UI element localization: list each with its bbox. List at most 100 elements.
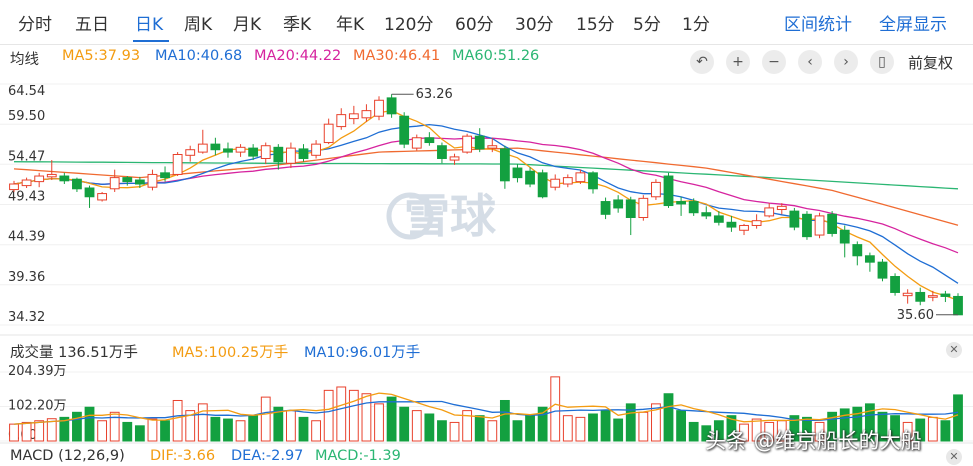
volume-bar: [286, 410, 296, 442]
volume-bar: [902, 421, 913, 442]
volume-bar: [386, 396, 397, 442]
candle-body: [512, 167, 523, 179]
volume-bar: [613, 418, 624, 442]
volume-bar: [248, 415, 259, 442]
battery-icon[interactable]: ▯: [870, 50, 894, 74]
candle-body: [424, 137, 435, 144]
close-volume-icon[interactable]: ✕: [946, 342, 962, 358]
candle-body: [575, 172, 586, 183]
ma-legend-label: 均线: [10, 52, 39, 68]
volume-bar: [84, 406, 95, 442]
tab-5[interactable]: 季K: [283, 15, 312, 35]
tab-6[interactable]: 年K: [336, 15, 365, 35]
volume-bar: [210, 416, 221, 442]
volume-bar: [97, 420, 108, 442]
tab-9[interactable]: 30分: [515, 15, 554, 35]
credit-watermark: 头条 @维京船长的大船: [705, 429, 922, 453]
fullscreen-button[interactable]: 全屏显示: [879, 15, 947, 35]
candle-body: [411, 137, 422, 149]
candle-body: [588, 172, 598, 190]
price-tick-label: 59.50: [8, 109, 45, 124]
scroll-right-icon[interactable]: ›: [834, 50, 858, 74]
candle-body: [499, 148, 510, 182]
volume-bar: [109, 411, 120, 442]
tab-12[interactable]: 1分: [682, 15, 710, 35]
candle-body: [902, 292, 913, 297]
volume-bar: [525, 415, 535, 442]
price-tick-label: 54.47: [8, 149, 45, 164]
candle-body: [46, 173, 57, 178]
interval-stats-button[interactable]: 区间统计: [784, 15, 852, 35]
candle-body: [361, 110, 372, 119]
volume-bar: [437, 420, 447, 442]
volume-bar: [688, 421, 699, 442]
volume-bar: [160, 420, 170, 442]
tab-10[interactable]: 15分: [576, 15, 615, 35]
volume-bar: [864, 403, 875, 442]
volume-tick-label: 102.20万: [8, 399, 67, 414]
candle-body: [336, 114, 347, 128]
candle-body: [940, 293, 951, 297]
volume-bar: [713, 420, 724, 442]
candle-body: [537, 172, 548, 198]
volume-bar: [890, 415, 900, 442]
volume-bar: [625, 403, 636, 442]
candle-body: [613, 199, 624, 209]
volume-bar: [663, 393, 674, 442]
volume-bar: [311, 420, 321, 442]
volume-bar: [701, 425, 712, 442]
candle-body: [185, 149, 196, 156]
candle-body: [713, 215, 724, 223]
candle-body: [764, 207, 775, 217]
tab-2[interactable]: 日K: [135, 15, 164, 35]
volume-bar: [827, 411, 838, 442]
tab-8[interactable]: 60分: [455, 15, 494, 35]
candle-body: [638, 197, 649, 218]
candle-body: [625, 199, 636, 218]
tab-1[interactable]: 五日: [75, 15, 109, 35]
candle-body: [72, 178, 82, 190]
macd-value: MACD:-1.39: [315, 448, 401, 464]
volume-bar: [927, 416, 938, 442]
candle-body: [122, 177, 133, 183]
tab-4[interactable]: 月K: [233, 15, 262, 35]
volume-bar: [676, 410, 686, 442]
volume-bar: [638, 411, 649, 442]
ma10-value: MA10:40.68: [155, 48, 243, 64]
volume-bar: [839, 408, 850, 442]
volume-bar: [59, 416, 70, 442]
adjust-mode-button[interactable]: 前复权: [908, 54, 954, 72]
max-price-label: 63.26: [416, 87, 453, 102]
candle-body: [550, 178, 561, 188]
candle-body: [286, 147, 296, 164]
candle-body: [311, 143, 321, 156]
candle-body: [210, 143, 221, 151]
volume-bar: [726, 415, 737, 442]
undo-icon[interactable]: ↶: [690, 50, 714, 74]
candle-body: [462, 135, 473, 153]
candle-body: [726, 221, 737, 228]
volume-bar: [739, 423, 749, 442]
volume-bar: [852, 406, 863, 442]
tab-3[interactable]: 周K: [184, 15, 213, 35]
volume-bar: [21, 421, 32, 442]
price-tick-label: 44.39: [8, 230, 45, 245]
zoom-out-icon[interactable]: −: [762, 50, 786, 74]
volume-bar: [273, 406, 284, 442]
candle-body: [298, 148, 309, 159]
volume-bar: [411, 410, 422, 442]
tab-11[interactable]: 5分: [633, 15, 661, 35]
zoom-in-icon[interactable]: +: [726, 50, 750, 74]
candle-body: [109, 177, 120, 190]
candle-body: [323, 123, 334, 144]
volume-label: 成交量 136.51万手: [10, 345, 138, 361]
candle-body: [474, 135, 485, 150]
scroll-left-icon[interactable]: ‹: [798, 50, 822, 74]
close-macd-icon[interactable]: ✕: [946, 449, 962, 465]
tab-0[interactable]: 分时: [18, 15, 52, 35]
tab-7[interactable]: 120分: [384, 15, 434, 35]
macd-label: MACD (12,26,9): [10, 448, 125, 464]
watermark-logo-icon: [386, 192, 434, 240]
candle-body: [789, 210, 800, 228]
